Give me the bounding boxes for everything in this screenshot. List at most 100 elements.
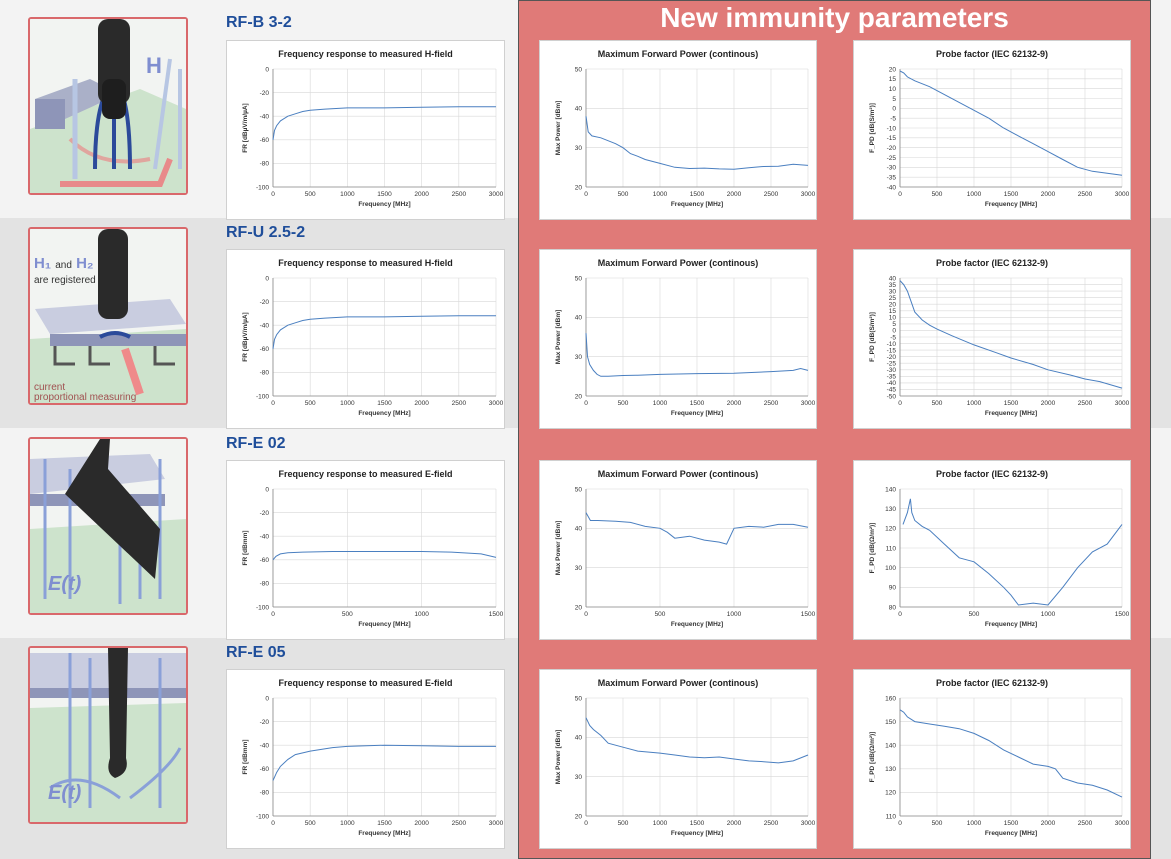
x-tick-label: 1500 (377, 400, 392, 407)
x-axis-label: Frequency [MHz] (671, 830, 723, 837)
x-tick-label: 1500 (1004, 820, 1019, 827)
x-tick-label: 1000 (340, 820, 355, 827)
y-tick-label: 130 (885, 506, 896, 513)
y-axis-label: F_PD [dB(Ω/m²)] (869, 523, 876, 574)
y-tick-label: 40 (575, 526, 583, 533)
y-tick-label: 30 (575, 565, 583, 572)
e-vector-label: E(t) (48, 782, 82, 804)
y-tick-label: 120 (885, 790, 896, 797)
chart-svg: Maximum Forward Power (continous) 20 30 40 5… (555, 678, 816, 837)
y-axis-label: Max Power [dBm] (555, 101, 562, 156)
x-tick-label: 2500 (452, 820, 467, 827)
x-tick-label: 0 (271, 191, 275, 198)
chart-4-2: Maximum Forward Power (continous) 20 30 40 5… (539, 669, 817, 849)
y-tick-label: -5 (890, 334, 896, 341)
y-tick-label: 130 (885, 766, 896, 773)
x-tick-label: 1500 (1004, 400, 1019, 407)
y-tick-label: 30 (575, 774, 583, 781)
chart-1-1: Frequency response to measured H-field 0-… (226, 40, 505, 220)
y-tick-label: -15 (887, 347, 897, 354)
x-tick-label: 0 (898, 611, 902, 618)
y-tick-label: 15 (889, 76, 897, 83)
x-tick-label: 0 (271, 820, 275, 827)
y-tick-label: 30 (575, 354, 583, 361)
x-tick-label: 2500 (1078, 191, 1093, 198)
y-tick-label: 0 (265, 66, 269, 73)
x-axis-label: Frequency [MHz] (671, 410, 723, 417)
y-tick-label: 20 (889, 66, 897, 73)
y-axis-label: Max Power [dBm] (555, 310, 562, 365)
y-tick-label: -60 (260, 557, 270, 564)
x-tick-label: 0 (271, 611, 275, 618)
x-tick-label: 2500 (764, 820, 779, 827)
y-tick-label: -80 (260, 581, 270, 588)
x-tick-label: 3000 (1115, 400, 1130, 407)
chart-svg: Frequency response to measured H-field0-… (242, 49, 504, 208)
current-label: current (34, 382, 66, 393)
probe-name-2: RF-U 2.5-2 (226, 224, 306, 241)
chart-4-3: Probe factor (IEC 62132-9) 110 120 130 140 15… (853, 669, 1131, 849)
y-axis-label: FR [dBmm] (242, 739, 249, 774)
proportional-label: proportional measuring (34, 392, 137, 403)
y-axis-label: F_PD [dB(S/m²)] (869, 312, 876, 362)
y-tick-label: 5 (892, 321, 896, 328)
probe-photo-4: E(t) (28, 646, 188, 824)
y-tick-label: 100 (885, 565, 896, 572)
y-tick-label: 10 (889, 86, 897, 93)
chart-title: Maximum Forward Power (continous) (598, 49, 759, 59)
y-axis-label: FR [dBµV/m/µA] (242, 312, 249, 361)
x-tick-label: 500 (305, 400, 316, 407)
x-tick-label: 500 (342, 611, 353, 618)
x-tick-label: 3000 (489, 820, 504, 827)
x-axis-label: Frequency [MHz] (358, 830, 410, 837)
x-tick-label: 3000 (1115, 820, 1130, 827)
x-axis-label: Frequency [MHz] (671, 621, 723, 628)
y-tick-label: -80 (260, 161, 270, 168)
y-tick-label: 20 (575, 184, 583, 191)
chart-2-2: Maximum Forward Power (continous) 20 30 40 5… (539, 249, 817, 429)
x-tick-label: 3000 (801, 400, 816, 407)
x-tick-label: 500 (305, 191, 316, 198)
chart-svg: Maximum Forward Power (continous) 20 30 40 5… (555, 258, 816, 417)
y-tick-label: 20 (889, 302, 897, 309)
x-tick-label: 500 (969, 611, 980, 618)
y-tick-label: 35 (889, 282, 897, 289)
y-tick-label: 40 (575, 315, 583, 322)
x-tick-label: 2500 (1078, 400, 1093, 407)
y-tick-label: 0 (265, 695, 269, 702)
x-tick-label: 500 (618, 820, 629, 827)
x-tick-label: 500 (305, 820, 316, 827)
x-tick-label: 2000 (414, 400, 429, 407)
series-line (585, 717, 809, 764)
x-tick-label: 1000 (1041, 611, 1056, 618)
x-tick-label: 2000 (1041, 400, 1056, 407)
chart-3-2: Maximum Forward Power (continous) 20 30 40 5… (539, 460, 817, 640)
y-tick-label: -100 (256, 184, 269, 191)
x-axis-label: Frequency [MHz] (985, 830, 1037, 837)
y-tick-label: -40 (260, 743, 270, 750)
y-tick-label: -60 (260, 137, 270, 144)
chart-svg: Probe factor (IEC 62132-9)40353025201510… (869, 258, 1130, 417)
y-tick-label: 30 (575, 145, 583, 152)
y-tick-label: 110 (886, 545, 897, 552)
x-tick-label: 2000 (1041, 820, 1056, 827)
x-tick-label: 500 (932, 400, 943, 407)
x-tick-label: 1000 (653, 820, 668, 827)
x-axis-label: Frequency [MHz] (985, 201, 1037, 208)
probe-name-3: RF-E 02 (226, 435, 286, 452)
y-tick-label: -50 (887, 393, 897, 400)
x-tick-label: 1500 (690, 820, 705, 827)
chart-title: Frequency response to measured E-field (278, 469, 452, 479)
chart-title: Maximum Forward Power (continous) (598, 469, 759, 479)
y-tick-label: 20 (575, 393, 583, 400)
x-tick-label: 3000 (489, 191, 504, 198)
chart-svg: Maximum Forward Power (continous) 20 30 40 5… (555, 49, 816, 208)
y-tick-label: -40 (887, 184, 897, 191)
y-tick-label: 160 (885, 695, 896, 702)
chart-svg: Frequency response to measured E-field0-… (242, 678, 504, 837)
y-tick-label: 30 (889, 288, 897, 295)
x-tick-label: 0 (898, 820, 902, 827)
x-axis-label: Frequency [MHz] (358, 621, 410, 628)
y-tick-label: -60 (260, 346, 270, 353)
x-tick-label: 1000 (340, 191, 355, 198)
